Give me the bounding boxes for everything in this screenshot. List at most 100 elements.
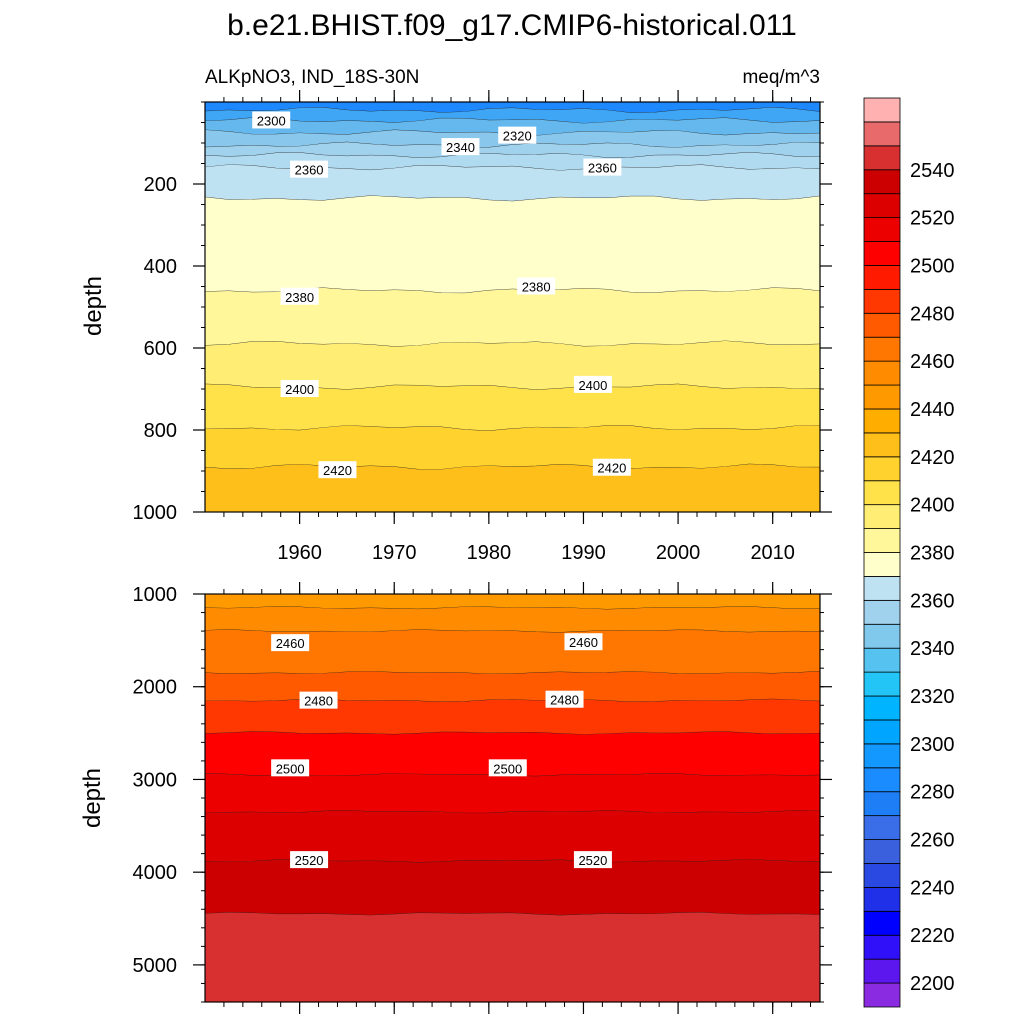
colorbar-tick-label: 2320 <box>910 686 955 708</box>
colorbar-swatch <box>863 886 901 912</box>
colorbar-tick-label: 2540 <box>910 160 955 182</box>
contour-label: 2380 <box>517 277 556 295</box>
colorbar-swatch <box>863 719 901 745</box>
svg-text:2400: 2400 <box>285 382 314 397</box>
svg-text:2420: 2420 <box>597 461 626 476</box>
colorbar-swatch <box>863 145 901 171</box>
colorbar-swatch <box>863 743 901 769</box>
colorbar-swatch <box>863 863 901 888</box>
colorbar-swatch <box>863 241 901 266</box>
svg-text:2500: 2500 <box>276 761 305 776</box>
colorbar-tick-label: 2460 <box>910 351 955 373</box>
colorbar-tick-label: 2280 <box>910 782 955 804</box>
contour-band <box>205 594 820 610</box>
svg-text:2500: 2500 <box>493 761 522 776</box>
colorbar-swatch <box>863 982 901 1008</box>
contour-band <box>205 102 820 113</box>
y-tick-label: 600 <box>144 338 177 360</box>
x-tick-label: 1960 <box>277 542 322 564</box>
y-tick-label: 4000 <box>133 862 178 884</box>
colorbar-swatch <box>863 504 901 529</box>
contour-label: 2520 <box>290 851 329 869</box>
y-tick-label: 1000 <box>133 502 178 524</box>
contour-label: 2320 <box>498 126 537 144</box>
svg-text:2380: 2380 <box>522 280 551 295</box>
y-axis-label-upper: depth <box>80 276 107 336</box>
contour-band <box>205 464 820 512</box>
colorbar-tick-label: 2220 <box>910 925 955 947</box>
colorbar-tick-label: 2260 <box>910 830 955 852</box>
y-tick-label: 3000 <box>133 769 178 791</box>
contour-band <box>205 731 820 777</box>
svg-text:2300: 2300 <box>257 113 286 128</box>
contour-label: 2400 <box>280 380 319 397</box>
colorbar-swatch <box>863 576 901 601</box>
colorbar-swatch <box>863 552 901 577</box>
y-tick-label: 800 <box>144 420 177 442</box>
colorbar-tick-label: 2360 <box>910 590 955 612</box>
colorbar-swatch <box>863 169 901 195</box>
colorbar-swatch <box>863 336 901 362</box>
contour-band <box>205 340 820 390</box>
colorbar-swatch <box>863 767 901 793</box>
contour-label: 2460 <box>271 634 310 652</box>
colorbar-swatch <box>863 671 901 697</box>
colorbar-swatch <box>863 265 901 290</box>
svg-text:2400: 2400 <box>578 378 607 393</box>
x-tick-label: 2000 <box>656 542 701 564</box>
x-tick-label: 1980 <box>467 542 512 564</box>
colorbar-tick-label: 2400 <box>910 495 955 517</box>
y-axis-label-lower: depth <box>79 768 106 828</box>
contour-label: 2400 <box>573 375 612 393</box>
contour-label: 2380 <box>280 287 319 305</box>
contour-band <box>205 859 820 916</box>
contour-band <box>205 142 820 158</box>
contour-band <box>205 287 820 347</box>
contour-band <box>205 912 820 1002</box>
colorbar-swatch <box>863 815 901 840</box>
contour-label: 2520 <box>573 851 612 869</box>
y-tick-label: 200 <box>144 174 177 196</box>
colorbar: 2200 2220 2240 2260 2280 2300 2320 2340 2360 2380… <box>863 97 955 1008</box>
colorbar-tick-label: 2500 <box>910 255 955 277</box>
colorbar-swatch <box>863 695 901 721</box>
colorbar-swatch <box>863 958 901 984</box>
contour-band <box>205 107 820 124</box>
colorbar-swatch <box>863 360 901 386</box>
x-tick-label: 1990 <box>561 542 606 564</box>
contour-label: 2360 <box>290 160 329 178</box>
colorbar-swatch <box>863 456 901 482</box>
contour-band <box>205 699 820 735</box>
contour-band <box>205 195 820 294</box>
y-tick-label: 400 <box>144 256 177 278</box>
contour-label: 2300 <box>252 111 291 129</box>
colorbar-swatch <box>863 193 901 219</box>
contour-label: 2480 <box>299 691 338 709</box>
colorbar-tick-label: 2340 <box>910 638 955 660</box>
colorbar-tick-label: 2440 <box>910 399 955 421</box>
contour-band <box>205 629 820 675</box>
contour-label: 2420 <box>318 461 357 479</box>
svg-text:2460: 2460 <box>276 636 305 651</box>
contour-label: 2360 <box>583 158 622 176</box>
colorbar-swatch <box>863 121 901 147</box>
colorbar-tick-label: 2200 <box>910 973 955 995</box>
colorbar-swatch <box>863 647 901 673</box>
colorbar-swatch <box>863 934 901 960</box>
contour-band <box>205 810 820 863</box>
colorbar-swatch <box>863 97 901 123</box>
colorbar-swatch <box>863 528 901 553</box>
contour-band <box>205 773 820 814</box>
colorbar-swatch <box>863 623 901 649</box>
colorbar-tick-label: 2240 <box>910 877 955 899</box>
svg-text:2320: 2320 <box>503 129 532 144</box>
contour-label: 2500 <box>271 759 310 777</box>
svg-text:2360: 2360 <box>588 161 617 176</box>
lower-panel: 2460 2460 2480 2480 2500 2500 2520 2520 1000 2000… <box>133 582 832 1014</box>
svg-text:2340: 2340 <box>446 140 475 155</box>
y-tick-label: 5000 <box>133 955 178 977</box>
contour-fill <box>205 102 820 512</box>
y-tick-label: 2000 <box>133 677 178 699</box>
svg-text:2460: 2460 <box>569 635 598 650</box>
contour-label: 2500 <box>488 759 527 777</box>
